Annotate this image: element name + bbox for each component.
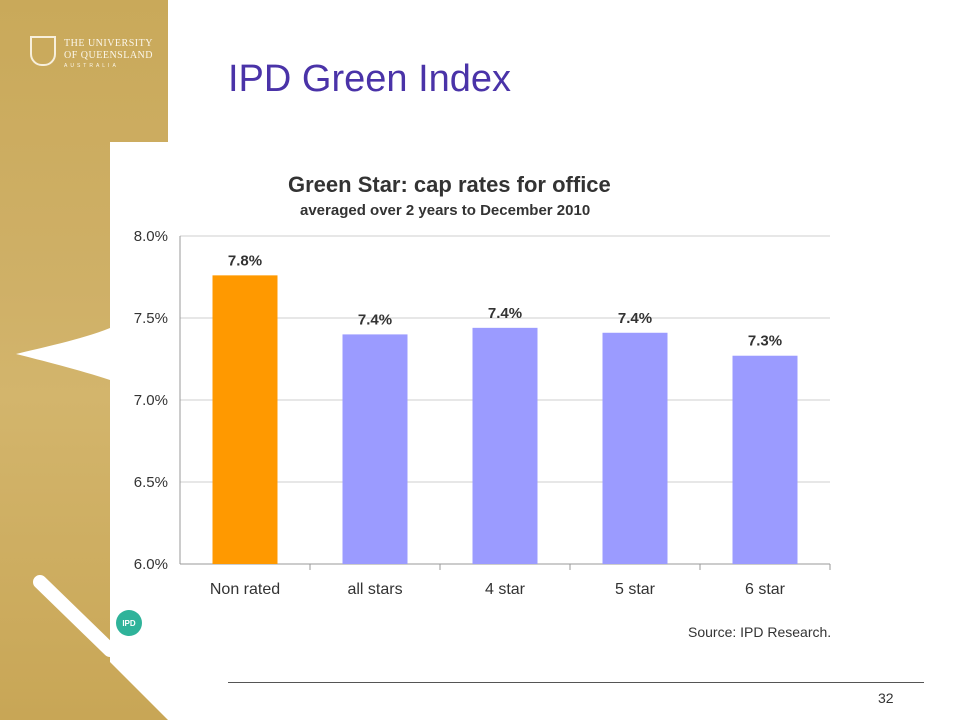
page-number: 32 xyxy=(878,690,894,706)
crest-icon xyxy=(30,36,56,66)
chart-panel: 6.0% 6.5% 7.0% 7.5% 8.0% 7.8% Non rated 7.4% all… xyxy=(110,142,870,662)
bar xyxy=(212,275,278,564)
university-logo: THE UNIVERSITY OF QUEENSLAND AUSTRALIA xyxy=(30,36,160,76)
logo-line-3: AUSTRALIA xyxy=(64,63,119,69)
bar-data-label: 7.8% xyxy=(228,252,262,269)
bar-data-label: 7.4% xyxy=(618,310,652,327)
footer-divider xyxy=(228,682,924,683)
y-tick-label: 7.0% xyxy=(134,392,168,409)
x-tick-label: 5 star xyxy=(615,581,656,598)
slide-title: IPD Green Index xyxy=(228,58,512,100)
y-tick-label: 8.0% xyxy=(134,228,168,245)
y-tick-label: 6.5% xyxy=(134,474,168,491)
x-tick-label: all stars xyxy=(347,581,402,598)
y-tick-label: 7.5% xyxy=(134,310,168,327)
logo-line-1: THE UNIVERSITY xyxy=(64,38,153,49)
ipd-logo-badge: IPD xyxy=(116,610,142,636)
chart-title: Green Star: cap rates for office xyxy=(288,172,611,197)
bar xyxy=(472,327,538,564)
bar xyxy=(602,332,668,564)
y-tick-label: 6.0% xyxy=(134,556,168,573)
bar-data-label: 7.4% xyxy=(358,311,392,328)
chart-subtitle: averaged over 2 years to December 2010 xyxy=(300,202,591,219)
bar-data-label: 7.3% xyxy=(748,333,782,350)
x-tick-label: 4 star xyxy=(485,581,526,598)
bar xyxy=(732,355,798,564)
x-tick-label: Non rated xyxy=(210,581,280,598)
chart-source: Source: IPD Research. xyxy=(688,624,832,640)
x-tick-label: 6 star xyxy=(745,581,786,598)
logo-line-2: OF QUEENSLAND xyxy=(64,50,153,61)
bar-data-label: 7.4% xyxy=(488,305,522,322)
bar xyxy=(342,334,408,564)
bar-chart: 6.0% 6.5% 7.0% 7.5% 8.0% 7.8% Non rated 7.4% all… xyxy=(134,228,831,598)
